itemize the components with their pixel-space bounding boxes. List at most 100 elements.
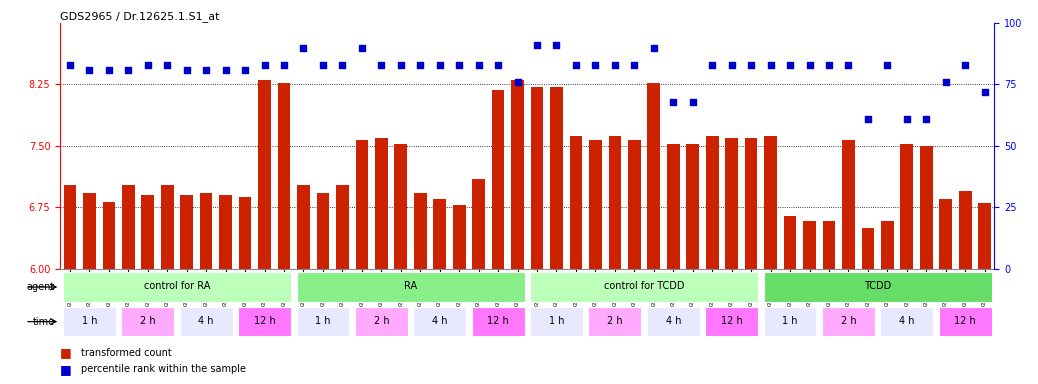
Point [237,67,253,73]
Text: transformed count: transformed count [81,348,171,358]
Point [821,62,838,68]
Bar [394,144,407,269]
Text: time: time [33,316,55,327]
Text: 12 h: 12 h [487,316,509,326]
Bar [317,194,329,269]
Bar [862,228,874,269]
Bar [920,146,932,269]
Bar [492,90,504,269]
Bar [590,140,602,269]
Bar [939,199,952,269]
Bar [336,185,349,269]
Bar [103,202,115,269]
Point [762,62,778,68]
Bar [181,195,193,269]
Point [588,62,604,68]
Text: ■: ■ [60,346,72,359]
Point [977,89,993,95]
Bar [434,199,446,269]
Bar [297,307,350,336]
Bar [200,194,213,269]
Bar [648,83,660,269]
Bar [258,80,271,269]
Bar [881,221,894,269]
Bar [471,307,524,336]
Bar [667,144,680,269]
Bar [63,307,116,336]
Text: percentile rank within the sample: percentile rank within the sample [81,364,246,374]
Bar [413,307,466,336]
Bar [570,136,582,269]
Point [256,62,273,68]
Point [879,62,896,68]
Bar [472,179,485,269]
Bar [356,140,368,269]
Bar [686,144,699,269]
Bar [822,307,875,336]
Point [704,62,720,68]
Text: 1 h: 1 h [82,316,98,326]
Bar [63,272,291,302]
Bar [219,195,231,269]
Text: control for TCDD: control for TCDD [604,281,684,291]
Bar [823,221,836,269]
Point [315,62,331,68]
Bar [764,307,817,336]
Point [217,67,234,73]
Point [646,45,662,51]
Point [899,116,916,122]
Text: agent: agent [27,282,55,292]
Bar [453,205,465,269]
Point [432,62,448,68]
Point [101,67,117,73]
Text: ■: ■ [60,363,72,376]
Point [295,45,311,51]
Point [548,42,565,48]
Point [450,62,467,68]
Point [918,116,934,122]
Bar [414,194,427,269]
Point [957,62,974,68]
Point [373,62,389,68]
Bar [764,272,991,302]
Bar [297,272,524,302]
Bar [745,138,758,269]
Point [568,62,584,68]
Bar [530,307,583,336]
Bar [375,138,387,269]
Point [782,62,798,68]
Point [937,79,954,85]
Bar [726,138,738,269]
Bar [297,185,309,269]
Bar [63,185,76,269]
Text: 12 h: 12 h [720,316,742,326]
Text: 1 h: 1 h [783,316,798,326]
Point [665,99,682,105]
Point [159,62,175,68]
Bar [880,307,933,336]
Point [626,62,643,68]
Point [198,67,215,73]
Bar [628,140,640,269]
Point [334,62,351,68]
Text: RA: RA [404,281,417,291]
Bar [938,307,991,336]
Text: 2 h: 2 h [140,316,156,326]
Text: 1 h: 1 h [316,316,331,326]
Point [470,62,487,68]
Text: 4 h: 4 h [198,316,214,326]
Bar [959,191,972,269]
Text: TCDD: TCDD [864,281,892,291]
Bar [764,136,776,269]
Point [139,62,156,68]
Point [354,45,371,51]
Bar [161,185,173,269]
Point [840,62,856,68]
Point [723,62,740,68]
Point [606,62,623,68]
Bar [122,185,135,269]
Point [801,62,818,68]
Text: 2 h: 2 h [374,316,389,326]
Point [743,62,760,68]
Bar [512,80,524,269]
